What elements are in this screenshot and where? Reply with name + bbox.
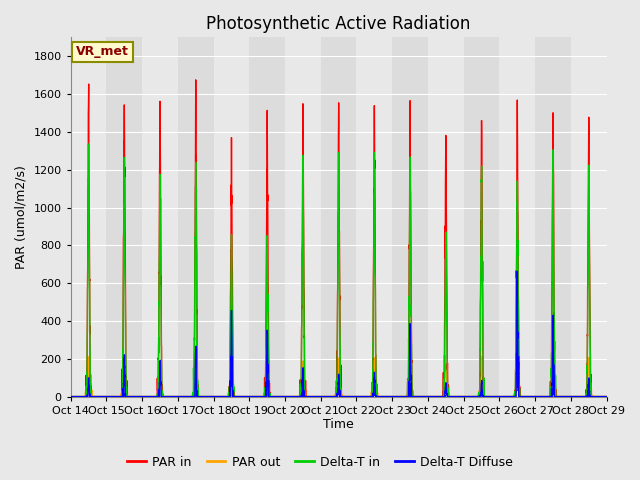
Legend: PAR in, PAR out, Delta-T in, Delta-T Diffuse: PAR in, PAR out, Delta-T in, Delta-T Dif… xyxy=(122,451,518,474)
Text: VR_met: VR_met xyxy=(76,45,129,58)
Bar xyxy=(142,37,178,396)
Bar xyxy=(285,37,321,396)
Bar xyxy=(214,37,250,396)
Bar xyxy=(356,37,392,396)
Bar xyxy=(499,37,535,396)
Title: Photosynthetic Active Radiation: Photosynthetic Active Radiation xyxy=(207,15,471,33)
Y-axis label: PAR (umol/m2/s): PAR (umol/m2/s) xyxy=(15,165,28,269)
Bar xyxy=(428,37,463,396)
X-axis label: Time: Time xyxy=(323,419,354,432)
Bar xyxy=(571,37,607,396)
Bar xyxy=(70,37,106,396)
